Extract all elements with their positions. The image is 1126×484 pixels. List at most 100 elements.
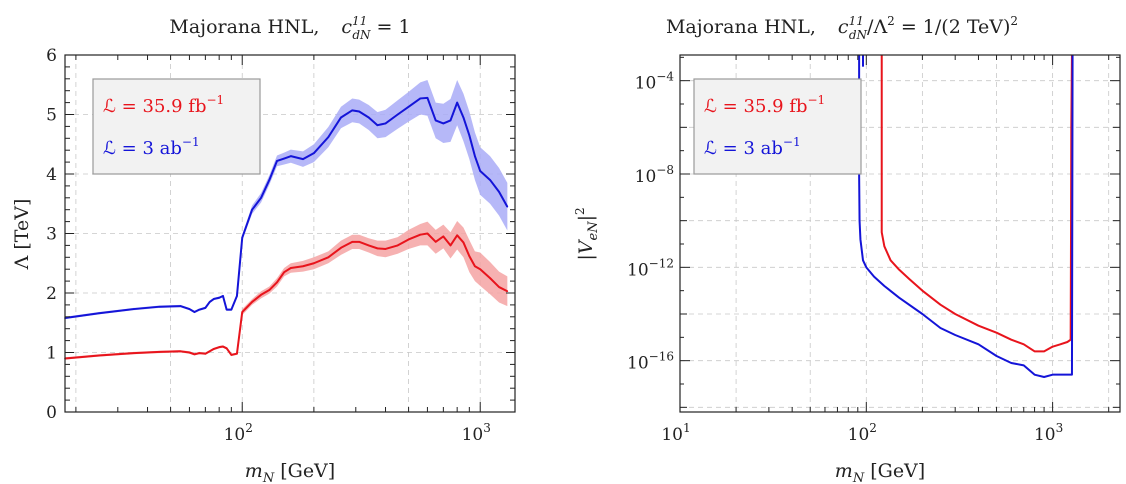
y-tick-label: 6 (46, 46, 57, 66)
right-chart-panel: Majorana HNL, c11 dN/Λ2 = 1/(2 TeV)2 10−41… (573, 14, 1121, 484)
uncertainty-band-series-1 (65, 79, 508, 320)
data-point (479, 268, 482, 271)
left-ticks (65, 54, 515, 413)
data-point (358, 241, 360, 243)
right-legend: ℒ = 35.9 fb−1 ℒ = 3 ab−1 (693, 78, 862, 175)
data-point (241, 311, 244, 313)
data-point (188, 351, 191, 354)
data-point (498, 191, 500, 193)
data-point (290, 155, 292, 157)
left-legend-entry-0: ℒ = 35.9 fb−1 (103, 93, 224, 117)
data-point (158, 305, 161, 308)
right-y-tick-labels: 10−4 10−8 10−12 10−16 (627, 70, 674, 374)
left-series-lines (64, 96, 509, 360)
right-plot-frame (679, 54, 1121, 413)
left-legend-box (92, 78, 261, 175)
data-point (268, 289, 271, 291)
x-tick-label: 101 (661, 421, 690, 445)
data-point (132, 308, 135, 310)
right-x-tick-labels: 101 102 103 (661, 421, 1063, 445)
data-point (218, 296, 220, 299)
y-tick-label: 4 (46, 165, 57, 185)
data-point (351, 241, 354, 243)
data-point (198, 352, 201, 354)
left-y-axis-label: Λ [TeV] (11, 199, 33, 271)
right-y-axis-label: |VeN|2 (573, 207, 601, 260)
data-point (193, 311, 196, 313)
x-tick-label: 102 (224, 421, 253, 445)
data-point (434, 241, 437, 243)
data-point (351, 109, 354, 112)
data-point (260, 197, 262, 199)
data-point (188, 308, 191, 310)
data-point (456, 101, 458, 104)
data-point (236, 295, 238, 297)
data-point (213, 298, 215, 300)
data-point (213, 348, 215, 350)
data-point (204, 307, 207, 309)
data-point (276, 281, 278, 284)
data-point (426, 97, 429, 99)
data-point (384, 122, 387, 125)
data-point (462, 241, 465, 244)
right-x-axis-label: mN [GeV] (835, 460, 925, 484)
data-point (251, 208, 253, 211)
data-point (498, 286, 500, 288)
data-point (225, 347, 228, 350)
right-ticks (679, 55, 1120, 412)
data-point (290, 267, 292, 269)
data-point (236, 352, 238, 355)
y-tick-label: 1 (46, 344, 57, 364)
data-point (158, 351, 161, 353)
data-point (376, 124, 379, 127)
data-point (474, 155, 476, 157)
data-point (474, 265, 476, 268)
data-point (260, 293, 262, 296)
data-point (449, 119, 452, 122)
left-x-axis-label: mN [GeV] (245, 460, 335, 484)
data-point (230, 354, 233, 356)
left-y-tick-labels: 0 1 2 3 4 5 6 (46, 46, 57, 423)
y-tick-label: 0 (46, 403, 57, 423)
data-point (462, 116, 465, 119)
data-point (367, 244, 370, 247)
left-uncertainty-bands (65, 79, 508, 360)
x-tick-label: 103 (462, 421, 491, 445)
data-point (419, 233, 422, 236)
data-point (456, 234, 458, 237)
data-point (179, 350, 182, 353)
series-line-0 (64, 232, 508, 360)
data-point (98, 354, 100, 357)
uncertainty-band-series-0 (65, 221, 508, 360)
left-x-tick-labels: 102 103 (224, 421, 491, 445)
data-point (407, 105, 410, 108)
right-series-lines (858, 55, 1074, 378)
data-point (222, 295, 224, 297)
data-point (327, 136, 330, 138)
data-point (426, 232, 429, 235)
data-point (396, 113, 399, 116)
data-point (489, 179, 491, 181)
data-point (132, 352, 135, 354)
left-legend: ℒ = 35.9 fb−1 ℒ = 3 ab−1 (92, 78, 261, 175)
right-chart-title: Majorana HNL, c11 dN/Λ2 = 1/(2 TeV)2 (666, 14, 1018, 42)
data-point (358, 110, 360, 113)
data-point (367, 116, 370, 119)
data-point (208, 301, 211, 303)
data-point (204, 352, 207, 355)
right-legend-entry-0: ℒ = 35.9 fb−1 (704, 93, 825, 117)
series-line-0 (880, 55, 1073, 353)
series-line-1 (858, 55, 1074, 378)
y-tick-label: 10−16 (627, 350, 674, 374)
data-point (376, 247, 379, 250)
y-tick-label: 2 (46, 284, 57, 304)
data-point (268, 179, 271, 181)
data-point (302, 158, 304, 160)
x-tick-label: 103 (1034, 421, 1063, 445)
data-point (198, 308, 201, 311)
data-point (283, 157, 285, 160)
data-point (179, 305, 182, 307)
data-point (251, 301, 253, 303)
data-point (479, 170, 482, 172)
